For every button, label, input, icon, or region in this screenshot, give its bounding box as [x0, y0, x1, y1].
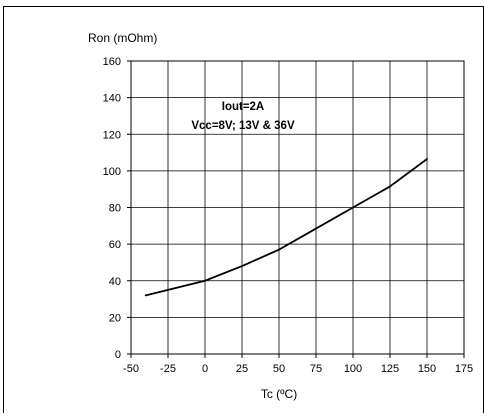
- y-tick-label: 40: [109, 276, 121, 288]
- y-tick-label: 60: [109, 239, 121, 251]
- annotation-iout: Iout=2A: [222, 101, 265, 113]
- y-tick-label: 160: [103, 56, 121, 68]
- series-lines: [146, 159, 427, 295]
- y-tick-label: 140: [103, 93, 121, 105]
- x-tick-label: -50: [123, 363, 139, 375]
- y-tick-label: 20: [109, 312, 121, 324]
- x-tick-label: 75: [310, 363, 322, 375]
- x-tick-label: 50: [273, 363, 285, 375]
- y-tick-label: 120: [103, 129, 121, 141]
- y-tick-label: 80: [109, 203, 121, 215]
- annotation-vcc: Vcc=8V; 13V & 36V: [191, 120, 295, 132]
- x-tick-label: 150: [418, 363, 436, 375]
- x-axis-title: Tc (ºC): [261, 387, 297, 401]
- axes: [127, 61, 464, 358]
- outer-border-left: [3, 6, 4, 413]
- outer-border-top: [3, 6, 484, 7]
- tick-labels: -50 -25 0 25 50 75 100 125 150 175 0 20 40 60 80 100 120…: [103, 56, 474, 375]
- grid-lines: [131, 61, 464, 354]
- y-tick-label: 100: [103, 166, 121, 178]
- series-line: [146, 159, 427, 295]
- x-tick-label: 0: [202, 363, 208, 375]
- x-tick-label: 100: [344, 363, 362, 375]
- y-axis-title: Ron (mOhm): [88, 31, 157, 45]
- x-tick-label: -25: [160, 363, 176, 375]
- x-tick-label: 175: [455, 363, 473, 375]
- x-tick-label: 25: [236, 363, 248, 375]
- x-tick-label: 125: [381, 363, 399, 375]
- y-tick-label: 0: [115, 349, 121, 361]
